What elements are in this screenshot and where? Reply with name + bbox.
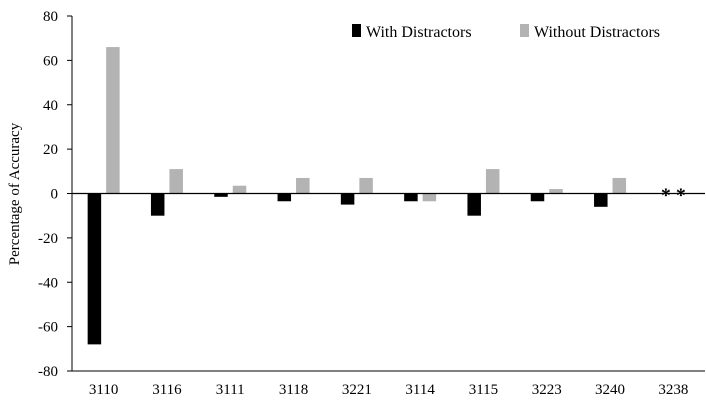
x-tick-label: 3118	[279, 382, 308, 398]
bar-without-distractors-3111	[232, 185, 247, 194]
x-tick-label: 3111	[216, 382, 245, 398]
bar-with-distractors-3240	[594, 193, 608, 207]
asterisk-annotation: * *	[661, 185, 686, 207]
bars	[87, 47, 627, 345]
legend-swatch	[352, 24, 361, 37]
bar-with-distractors-3118	[277, 193, 292, 202]
y-tick-label: -80	[38, 364, 58, 380]
x-tick-label: 3114	[405, 382, 435, 398]
y-tick-label: -20	[38, 231, 58, 247]
bar-without-distractors-3110	[106, 47, 120, 194]
bar-with-distractors-3116	[150, 193, 165, 216]
bar-with-distractors-3223	[530, 193, 545, 202]
legend: With Distractors Without Distractors	[352, 24, 660, 41]
y-tick-label: -40	[38, 275, 58, 291]
bar-without-distractors-3118	[296, 177, 310, 194]
bar-without-distractors-3223	[549, 189, 563, 194]
legend-swatch	[520, 24, 529, 37]
annotations: * *	[661, 185, 686, 207]
y-tick-label: 60	[43, 53, 58, 69]
y-tick-label: 40	[43, 98, 58, 114]
bar-without-distractors-3240	[612, 177, 627, 194]
y-tick-label: -60	[38, 320, 58, 336]
x-tick-label: 3221	[342, 382, 372, 398]
x-tick-label: 3240	[595, 382, 625, 398]
bar-without-distractors-3221	[359, 177, 373, 194]
bar-with-distractors-3111	[214, 193, 228, 197]
y-tick-label: 0	[51, 187, 59, 203]
bar-with-distractors-3115	[467, 193, 481, 216]
x-tick-label: 3223	[532, 382, 562, 398]
x-tick-label: 3110	[89, 382, 118, 398]
x-tick-label: 3238	[658, 382, 688, 398]
x-tick-label: 3115	[469, 382, 498, 398]
x-tick-label: 3116	[152, 382, 182, 398]
y-axis: -80 -60 -40 -20 0 20 40 60 80	[38, 9, 73, 380]
bar-without-distractors-3115	[485, 169, 500, 194]
bar-without-distractors-3114	[422, 193, 437, 202]
y-tick-label: 80	[43, 9, 58, 25]
bar-with-distractors-3114	[404, 193, 418, 202]
bar-without-distractors-3116	[169, 169, 183, 194]
legend-label: With Distractors	[366, 24, 472, 41]
x-axis: 3110 3116 3111 3118 3221 3114 3115 3223 3240 3238	[72, 192, 705, 398]
bar-with-distractors-3221	[340, 193, 355, 205]
legend-label: Without Distractors	[534, 24, 660, 41]
y-tick-label: 20	[43, 142, 58, 158]
bar-with-distractors-3110	[87, 193, 102, 345]
y-axis-title: Percentage of Accuracy	[7, 122, 23, 265]
